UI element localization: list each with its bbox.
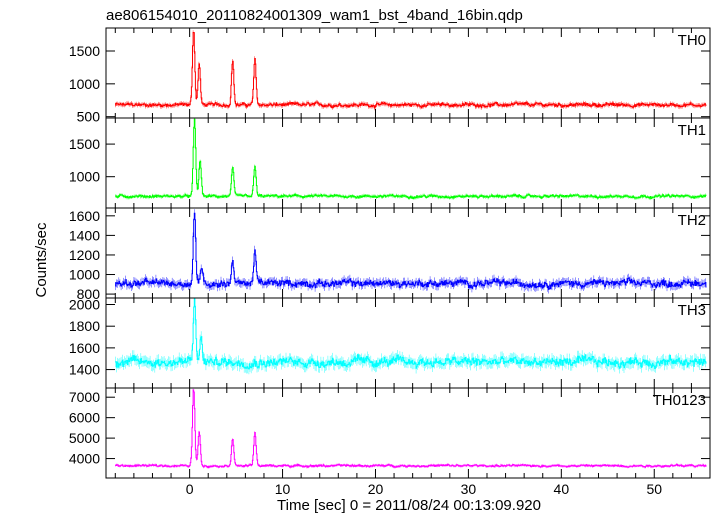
x-tick-label: 10: [275, 481, 291, 497]
x-tick-label: 40: [554, 481, 570, 497]
x-tick-label: 20: [368, 481, 384, 497]
x-tick-label: 0: [186, 481, 194, 497]
x-tick-label: 30: [461, 481, 477, 497]
x-tick-label: 50: [646, 481, 662, 497]
y-axis-label: Counts/sec: [33, 222, 50, 298]
panel-label: TH1: [678, 122, 706, 139]
th1-error-bars: [115, 118, 706, 201]
y-tick-label: 1600: [69, 208, 100, 224]
th0-curve: [115, 32, 707, 109]
y-tick-label: 1600: [69, 340, 100, 356]
y-tick-label: 6000: [69, 410, 100, 426]
panels-group: 50010001500TH010001500TH1800100012001400…: [69, 27, 711, 497]
panel-th1: 1000 1500 TH1: [69, 117, 711, 209]
panel-th2: 800 1000 1200 1400 1600 TH2: [69, 207, 711, 302]
y-tick-label: 1000: [69, 169, 100, 185]
th0123-curve: [115, 389, 707, 468]
y-tick-label: 5000: [69, 430, 100, 446]
th3-curve: [115, 297, 707, 370]
th1-curve: [115, 118, 707, 200]
th0-error-bars: [115, 30, 706, 111]
y-tick-label: 7000: [69, 389, 100, 405]
chart-title: ae806154010_20110824001309_wam1_bst_4ban…: [106, 7, 523, 24]
y-tick-label: 1000: [69, 267, 100, 283]
y-tick-label: 800: [77, 286, 101, 302]
y-tick-label: 500: [77, 109, 101, 125]
panel-th3: 1400 1600 1800 2000 TH3: [69, 297, 711, 389]
y-tick-label: 1500: [69, 43, 100, 59]
panel-label: TH3: [678, 302, 706, 319]
panel-label: TH2: [678, 212, 706, 229]
th0123-error-bars: [115, 388, 706, 469]
y-tick-label: 1400: [69, 362, 100, 378]
y-tick-label: 2000: [69, 297, 100, 313]
panel-label: TH0123: [653, 392, 706, 409]
x-axis-label: Time [sec] 0 = 2011/08/24 00:13:09.920: [277, 497, 541, 514]
panel-th0: 500 1000 1500 TH0: [69, 27, 711, 125]
y-tick-label: 1200: [69, 247, 100, 263]
y-tick-label: 1800: [69, 318, 100, 334]
panel-frame: [105, 387, 711, 479]
y-tick-label: 1400: [69, 227, 100, 243]
th2-curve: [115, 212, 707, 290]
panel-th0123: 4000 5000 6000 7000 TH0123: [69, 387, 711, 479]
y-tick-label: 1000: [69, 76, 100, 92]
y-tick-label: 1500: [69, 136, 100, 152]
panel-label: TH0: [678, 32, 706, 49]
panel-frame: [105, 117, 711, 209]
y-tick-label: 4000: [69, 451, 100, 467]
